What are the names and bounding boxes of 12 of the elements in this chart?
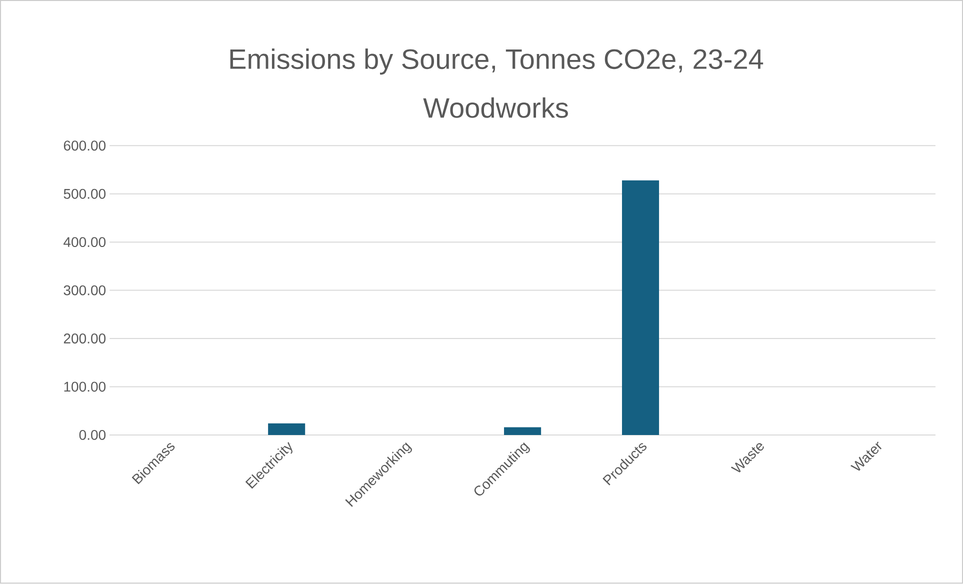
y-tick-label: 0.00: [79, 430, 106, 440]
bar: [268, 424, 306, 436]
y-tick-label: 500.00: [64, 189, 106, 200]
y-tick-label: 100.00: [64, 382, 106, 392]
y-tick-label: 600.00: [64, 140, 106, 151]
y-tick-label: 200.00: [64, 334, 106, 344]
chart-title: Emissions by Source, Tonnes CO2e, 23-24: [230, 48, 764, 75]
y-tick-label: 400.00: [64, 237, 106, 248]
bar: [622, 180, 660, 436]
bar: [504, 427, 542, 436]
y-tick-label: 300.00: [64, 286, 106, 296]
chart-subtitle: Woodworks: [423, 98, 568, 118]
